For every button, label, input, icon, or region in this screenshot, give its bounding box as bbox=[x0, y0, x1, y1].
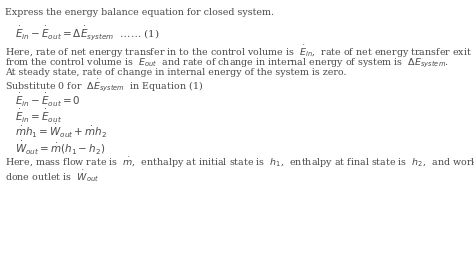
Text: $\dot{E}_{in} - \dot{E}_{out} = 0$: $\dot{E}_{in} - \dot{E}_{out} = 0$ bbox=[15, 92, 81, 109]
Text: $\dot{E}_{in} - \dot{E}_{out} = \Delta\dot{E}_{system}$  …… (1): $\dot{E}_{in} - \dot{E}_{out} = \Delta\d… bbox=[15, 24, 160, 42]
Text: $\dot{m}h_1 = \dot{W}_{out} + \dot{m}h_2$: $\dot{m}h_1 = \dot{W}_{out} + \dot{m}h_2… bbox=[15, 123, 107, 140]
Text: $\dot{W}_{out} = \dot{m}(h_1 - h_2)$: $\dot{W}_{out} = \dot{m}(h_1 - h_2)$ bbox=[15, 139, 105, 156]
Text: Substitute 0 for  $\Delta\dot{E}_{system}$  in Equation (1): Substitute 0 for $\Delta\dot{E}_{system}… bbox=[5, 78, 203, 94]
Text: from the control volume is  $\dot{E}_{out}$  and rate of change in internal ener: from the control volume is $\dot{E}_{out… bbox=[5, 54, 449, 70]
Text: Express the energy balance equation for closed system.: Express the energy balance equation for … bbox=[5, 8, 274, 17]
Text: At steady state, rate of change in internal energy of the system is zero.: At steady state, rate of change in inter… bbox=[5, 68, 346, 77]
Text: Here, mass flow rate is  $\dot{m}$,  enthalpy at initial state is  $h_1$,  entha: Here, mass flow rate is $\dot{m}$, entha… bbox=[5, 156, 474, 170]
Text: done outlet is  $\dot{W}_{out}$: done outlet is $\dot{W}_{out}$ bbox=[5, 168, 99, 184]
Text: Here, rate of net energy transfer in to the control volume is  $\dot{E}_{in}$,  : Here, rate of net energy transfer in to … bbox=[5, 44, 472, 60]
Text: $\dot{E}_{in} = \dot{E}_{out}$: $\dot{E}_{in} = \dot{E}_{out}$ bbox=[15, 108, 62, 125]
